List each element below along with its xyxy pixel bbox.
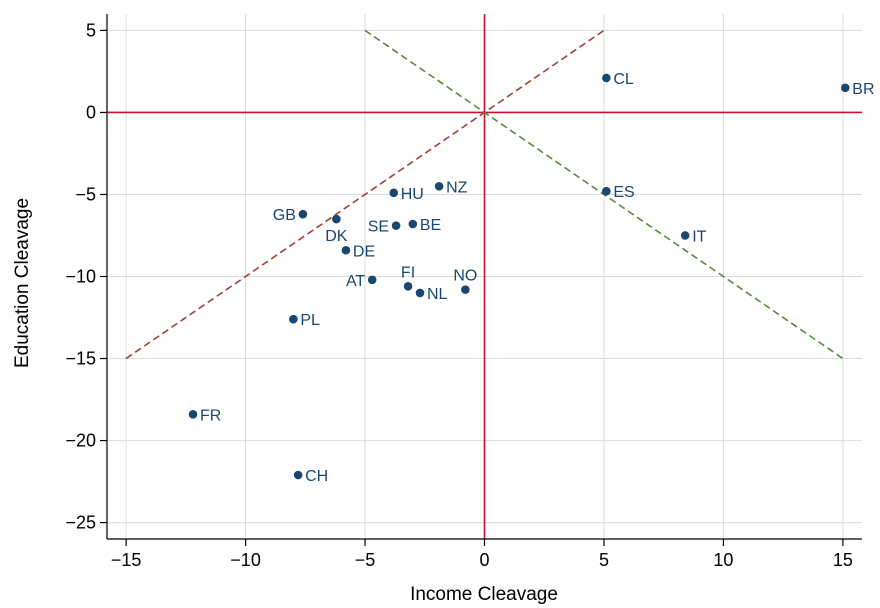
data-label: PL <box>300 312 320 329</box>
data-point <box>293 470 303 480</box>
data-label: FR <box>200 407 221 424</box>
data-point <box>680 231 690 240</box>
data-label: GB <box>273 207 296 224</box>
data-point <box>367 275 377 285</box>
x-tick-label: −15 <box>111 550 142 570</box>
data-label: DE <box>353 243 375 260</box>
data-point <box>391 221 401 230</box>
data-label: DK <box>325 228 348 245</box>
data-label: BE <box>420 217 441 234</box>
y-tick-label: 5 <box>86 20 96 40</box>
x-tick-label: −5 <box>355 550 376 570</box>
data-point <box>602 73 611 83</box>
data-label: CH <box>305 468 328 485</box>
y-tick-label: −15 <box>65 349 96 369</box>
data-point <box>389 188 399 198</box>
data-point <box>341 245 351 255</box>
data-label: NL <box>427 286 448 303</box>
data-point <box>332 214 341 224</box>
data-label: IT <box>692 228 706 245</box>
data-label: SE <box>368 219 389 236</box>
data-label: CL <box>613 71 634 88</box>
y-tick-label: −10 <box>65 267 96 287</box>
data-label: NZ <box>446 179 468 196</box>
x-axis-title: Income Cleavage <box>410 584 558 605</box>
x-tick-label: −10 <box>230 550 261 570</box>
data-points: BR CL ES IT NZ HU BE SE GB DK DE AT FI NL NO PL FR CH <box>188 71 875 485</box>
data-label: AT <box>346 273 365 290</box>
y-tick-label: −25 <box>65 513 96 533</box>
x-tick-label: 15 <box>833 550 853 570</box>
data-point <box>188 410 198 419</box>
reference-line <box>125 29 605 360</box>
y-tick-label: −20 <box>65 431 96 451</box>
x-tick-label: 0 <box>479 550 489 570</box>
y-tick-label: −5 <box>75 184 96 204</box>
data-point <box>434 181 444 191</box>
x-tick-label: 5 <box>599 550 609 570</box>
y-axis-title: Education Cleavage <box>12 198 33 368</box>
data-label: HU <box>401 186 424 203</box>
y-tick-label: 0 <box>86 102 96 122</box>
x-tick-label: 10 <box>713 550 733 570</box>
data-point <box>408 219 418 229</box>
data-label: FI <box>401 264 415 281</box>
data-point <box>298 209 308 219</box>
data-point <box>461 285 470 294</box>
data-label: BR <box>852 81 874 98</box>
data-point <box>403 282 413 291</box>
data-label: NO <box>453 268 477 285</box>
data-point <box>602 186 611 196</box>
data-point <box>840 83 850 93</box>
axes: −15 −10 −5 0 5 10 15 5 0 −5 −10 −15 −20 −25 <box>65 14 862 570</box>
data-label: ES <box>613 184 634 201</box>
data-point <box>289 314 298 324</box>
data-point <box>415 288 425 298</box>
